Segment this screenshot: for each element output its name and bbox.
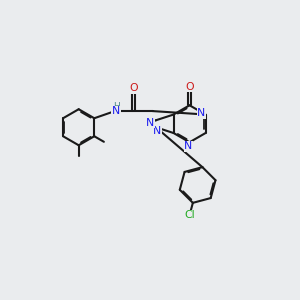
- Text: N: N: [146, 118, 154, 128]
- Text: O: O: [129, 83, 138, 93]
- Text: N: N: [112, 106, 120, 116]
- Text: N: N: [197, 108, 206, 118]
- Text: Cl: Cl: [184, 210, 195, 220]
- Text: N: N: [184, 141, 193, 152]
- Text: O: O: [185, 82, 194, 92]
- Text: H: H: [113, 102, 119, 111]
- Text: N: N: [153, 126, 161, 136]
